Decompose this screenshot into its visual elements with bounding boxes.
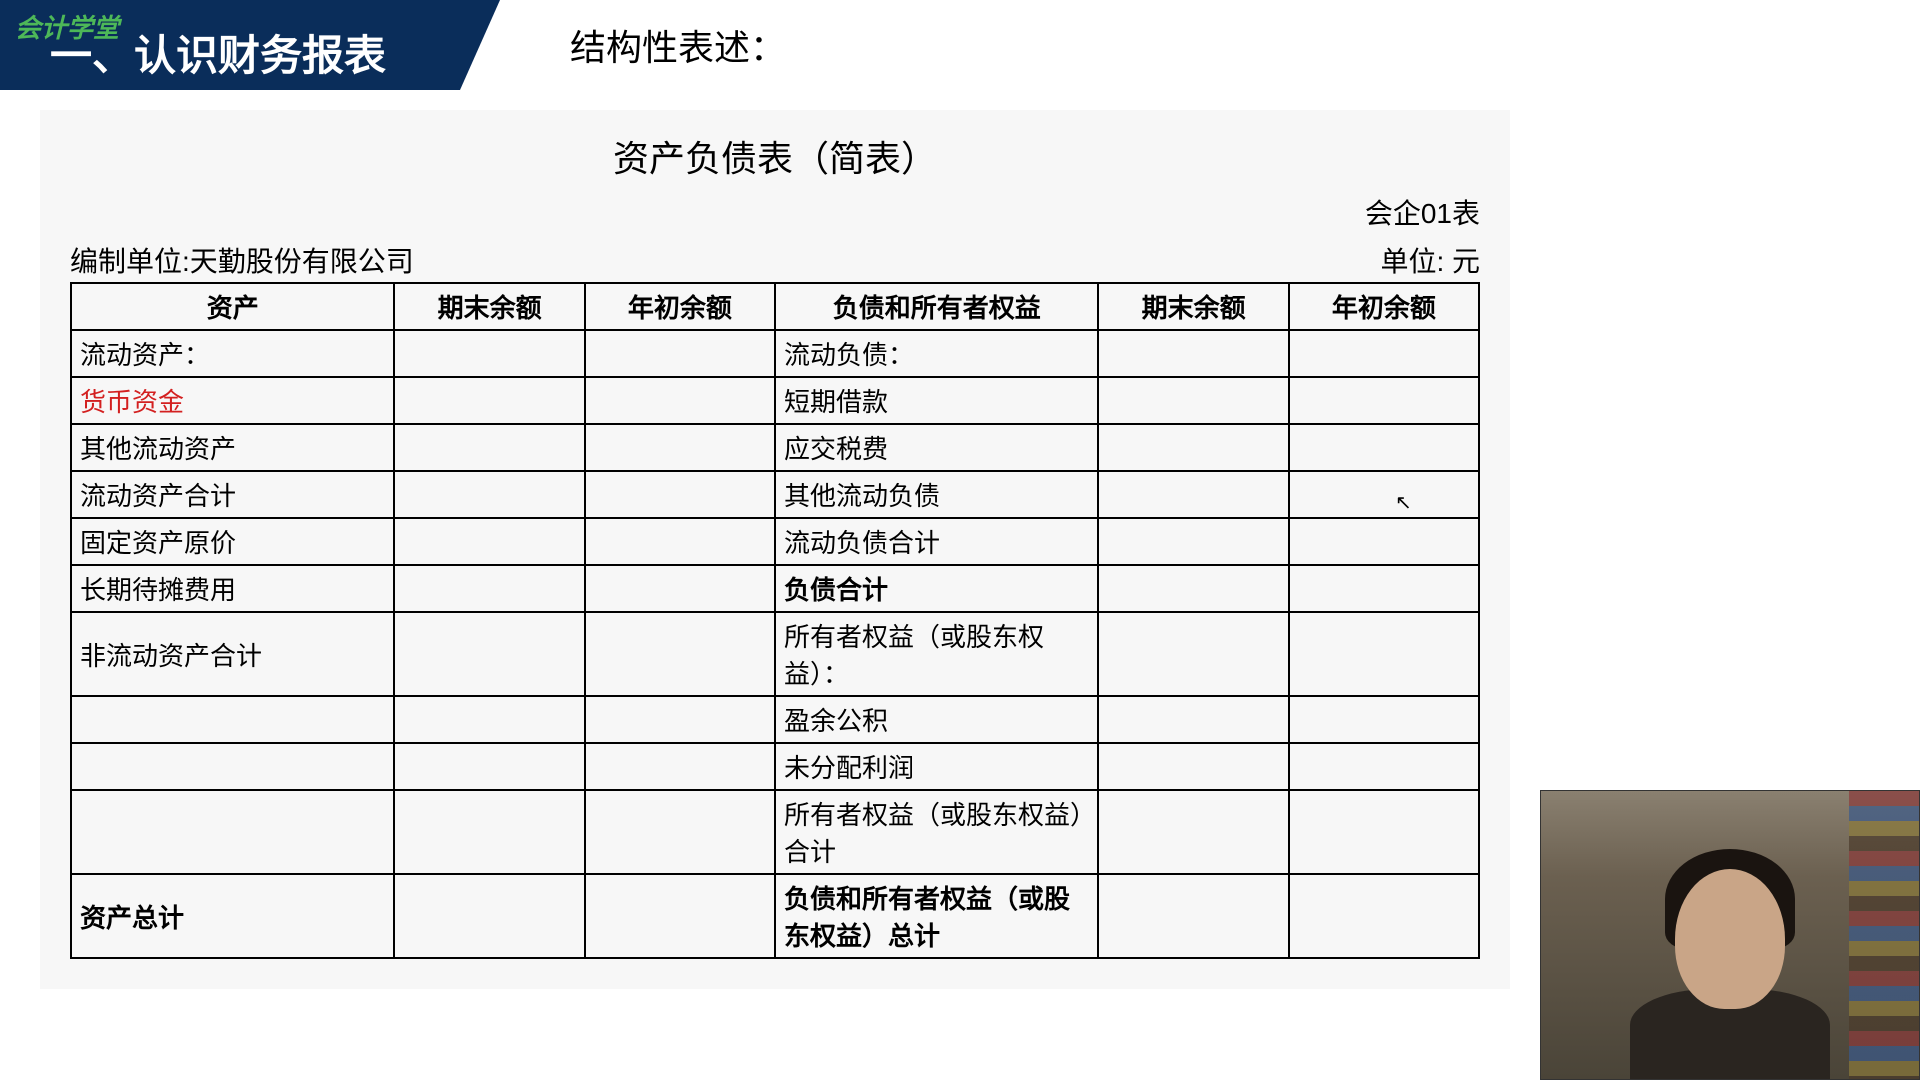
form-number: 会企01表 bbox=[70, 192, 1480, 232]
asset-cell bbox=[71, 790, 394, 874]
logo-text: 会计学堂 bbox=[15, 8, 119, 45]
asset-cell: 流动资产： bbox=[71, 330, 394, 377]
liab-cell: 短期借款 bbox=[775, 377, 1098, 424]
table-row: 长期待摊费用 负债合计 bbox=[71, 565, 1479, 612]
table-row: 货币资金 短期借款 bbox=[71, 377, 1479, 424]
asset-cell bbox=[71, 696, 394, 743]
header-assets: 资产 bbox=[71, 283, 394, 330]
asset-begin-cell bbox=[585, 612, 775, 696]
asset-cell: 非流动资产合计 bbox=[71, 612, 394, 696]
asset-cell: 流动资产合计 bbox=[71, 471, 394, 518]
asset-begin-cell bbox=[585, 874, 775, 958]
webcam-books-bg bbox=[1849, 791, 1919, 1079]
liab-cell: 负债和所有者权益（或股东权益）总计 bbox=[775, 874, 1098, 958]
header-banner: 会计学堂 一、认识财务报表 结构性表述： bbox=[0, 0, 786, 90]
liab-end-cell bbox=[1098, 874, 1288, 958]
asset-begin-cell bbox=[585, 790, 775, 874]
liab-begin-cell bbox=[1289, 790, 1479, 874]
asset-end-cell bbox=[394, 874, 584, 958]
liab-cell: 应交税费 bbox=[775, 424, 1098, 471]
subtitle: 结构性表述： bbox=[570, 19, 786, 71]
liab-cell: 负债合计 bbox=[775, 565, 1098, 612]
banner-shape: 会计学堂 一、认识财务报表 bbox=[0, 0, 500, 90]
liab-end-cell bbox=[1098, 330, 1288, 377]
asset-end-cell bbox=[394, 743, 584, 790]
table-row: 流动资产： 流动负债： bbox=[71, 330, 1479, 377]
asset-cell: 资产总计 bbox=[71, 874, 394, 958]
asset-cell: 货币资金 bbox=[71, 377, 394, 424]
asset-end-cell bbox=[394, 471, 584, 518]
header-end-balance: 期末余额 bbox=[394, 283, 584, 330]
table-header-row: 资产 期末余额 年初余额 负债和所有者权益 期末余额 年初余额 bbox=[71, 283, 1479, 330]
liab-cell: 其他流动负债 bbox=[775, 471, 1098, 518]
table-row: 其他流动资产 应交税费 bbox=[71, 424, 1479, 471]
asset-end-cell bbox=[394, 330, 584, 377]
liab-cell: 流动负债： bbox=[775, 330, 1098, 377]
table-row: 资产总计 负债和所有者权益（或股东权益）总计 bbox=[71, 874, 1479, 958]
liab-begin-cell bbox=[1289, 377, 1479, 424]
asset-cell: 长期待摊费用 bbox=[71, 565, 394, 612]
unit-label: 单位: 元 bbox=[1380, 240, 1480, 280]
liab-cell: 所有者权益（或股东权益）合计 bbox=[775, 790, 1098, 874]
liab-end-cell bbox=[1098, 612, 1288, 696]
liab-begin-cell bbox=[1289, 874, 1479, 958]
asset-begin-cell bbox=[585, 330, 775, 377]
liab-begin-cell bbox=[1289, 565, 1479, 612]
liab-begin-cell bbox=[1289, 471, 1479, 518]
liab-begin-cell bbox=[1289, 743, 1479, 790]
table-row: 流动资产合计 其他流动负债 bbox=[71, 471, 1479, 518]
liab-end-cell bbox=[1098, 743, 1288, 790]
liab-begin-cell bbox=[1289, 424, 1479, 471]
liab-begin-cell bbox=[1289, 696, 1479, 743]
asset-end-cell bbox=[394, 790, 584, 874]
liab-begin-cell bbox=[1289, 612, 1479, 696]
liab-end-cell bbox=[1098, 471, 1288, 518]
asset-end-cell bbox=[394, 518, 584, 565]
liab-cell: 未分配利润 bbox=[775, 743, 1098, 790]
liab-end-cell bbox=[1098, 696, 1288, 743]
table-row: 所有者权益（或股东权益）合计 bbox=[71, 790, 1479, 874]
asset-end-cell bbox=[394, 696, 584, 743]
asset-begin-cell bbox=[585, 424, 775, 471]
asset-cell: 其他流动资产 bbox=[71, 424, 394, 471]
liab-cell: 所有者权益（或股东权益）： bbox=[775, 612, 1098, 696]
asset-cell bbox=[71, 743, 394, 790]
liab-end-cell bbox=[1098, 790, 1288, 874]
header-liab-equity: 负债和所有者权益 bbox=[775, 283, 1098, 330]
asset-begin-cell bbox=[585, 377, 775, 424]
liab-begin-cell bbox=[1289, 518, 1479, 565]
asset-begin-cell bbox=[585, 743, 775, 790]
asset-end-cell bbox=[394, 612, 584, 696]
asset-end-cell bbox=[394, 377, 584, 424]
header-begin-balance2: 年初余额 bbox=[1289, 283, 1479, 330]
header-begin-balance: 年初余额 bbox=[585, 283, 775, 330]
meta-row: 编制单位:天勤股份有限公司 单位: 元 bbox=[70, 240, 1480, 280]
table-row: 非流动资产合计 所有者权益（或股东权益）： bbox=[71, 612, 1479, 696]
webcam-person bbox=[1640, 839, 1820, 1079]
content-area: 资产负债表（简表） 会企01表 编制单位:天勤股份有限公司 单位: 元 资产 期… bbox=[40, 110, 1510, 989]
table-row: 盈余公积 bbox=[71, 696, 1479, 743]
liab-end-cell bbox=[1098, 518, 1288, 565]
table-title: 资产负债表（简表） bbox=[70, 130, 1480, 182]
company-label: 编制单位:天勤股份有限公司 bbox=[70, 240, 414, 280]
asset-begin-cell bbox=[585, 518, 775, 565]
asset-end-cell bbox=[394, 424, 584, 471]
table-row: 固定资产原价 流动负债合计 bbox=[71, 518, 1479, 565]
webcam-overlay bbox=[1540, 790, 1920, 1080]
asset-begin-cell bbox=[585, 565, 775, 612]
liab-end-cell bbox=[1098, 424, 1288, 471]
liab-end-cell bbox=[1098, 377, 1288, 424]
liab-begin-cell bbox=[1289, 330, 1479, 377]
table-row: 未分配利润 bbox=[71, 743, 1479, 790]
person-head bbox=[1675, 869, 1785, 1009]
balance-sheet-table: 资产 期末余额 年初余额 负债和所有者权益 期末余额 年初余额 流动资产： 流动负… bbox=[70, 282, 1480, 959]
liab-cell: 流动负债合计 bbox=[775, 518, 1098, 565]
asset-begin-cell bbox=[585, 696, 775, 743]
liab-end-cell bbox=[1098, 565, 1288, 612]
asset-begin-cell bbox=[585, 471, 775, 518]
header-end-balance2: 期末余额 bbox=[1098, 283, 1288, 330]
asset-cell: 固定资产原价 bbox=[71, 518, 394, 565]
asset-end-cell bbox=[394, 565, 584, 612]
liab-cell: 盈余公积 bbox=[775, 696, 1098, 743]
